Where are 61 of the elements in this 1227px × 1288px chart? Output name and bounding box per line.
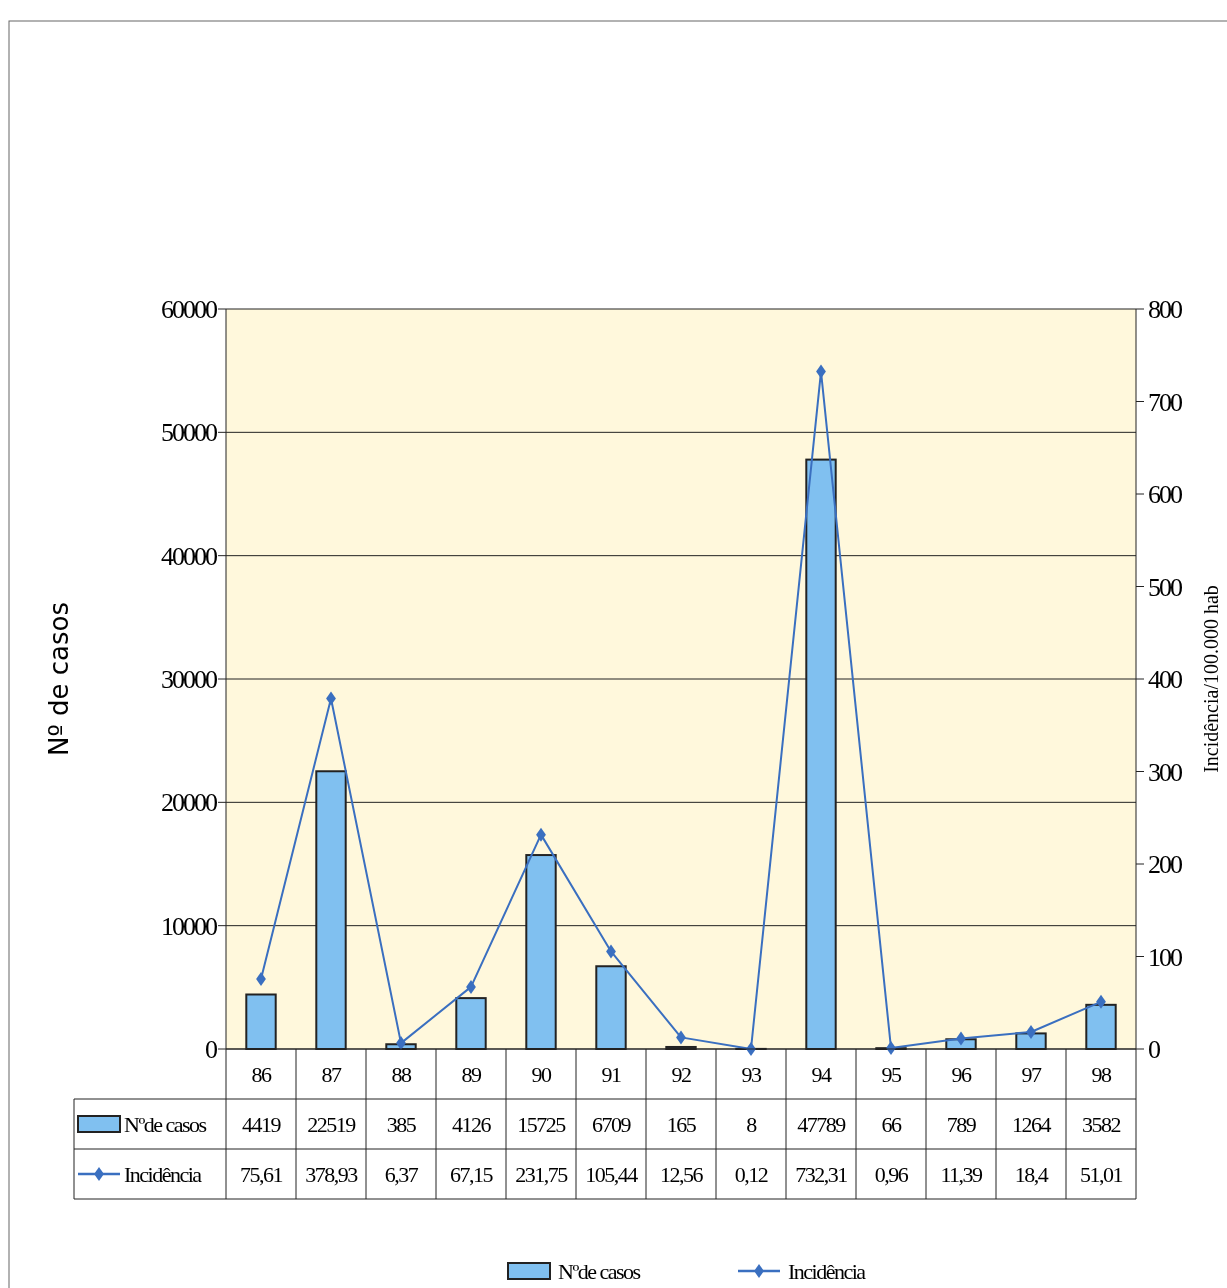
data-label: 3582	[1082, 1111, 1121, 1137]
data-label: 732,31	[795, 1161, 848, 1187]
y2-axis-title: Incidência/100.000 hab	[1200, 585, 1222, 773]
data-label: 378,93	[305, 1161, 359, 1187]
x-tick-label: 94	[811, 1061, 832, 1087]
data-label: 66	[881, 1111, 902, 1137]
x-tick-label: 95	[881, 1061, 902, 1087]
data-label: 15725	[517, 1111, 567, 1137]
y-tick-label: 60000	[161, 295, 218, 325]
y2-tick-label: 700	[1148, 387, 1183, 417]
data-label: 165	[666, 1111, 697, 1137]
data-label: 6,37	[384, 1161, 419, 1187]
x-tick-label: 96	[951, 1061, 972, 1087]
y-tick-label: 10000	[161, 911, 218, 941]
y-tick-label: 0	[205, 1035, 218, 1065]
y2-tick-label: 100	[1148, 942, 1183, 972]
x-tick-label: 86	[251, 1061, 272, 1087]
y2-tick-label: 300	[1148, 757, 1183, 787]
data-label: 11,39	[940, 1161, 984, 1187]
data-label: 6709	[592, 1111, 632, 1137]
data-label: 231,75	[515, 1161, 569, 1187]
data-label: 51,01	[1080, 1161, 1123, 1187]
x-tick-label: 91	[601, 1061, 621, 1087]
legend-label: Nºde casos	[124, 1111, 207, 1137]
x-tick-label: 89	[461, 1061, 482, 1087]
text: Nºde casos	[558, 1258, 640, 1284]
data-label: 47789	[797, 1111, 847, 1137]
x-tick-label: 93	[741, 1061, 762, 1087]
x-tick-label: 98	[1091, 1061, 1112, 1087]
data-label: 12,56	[660, 1161, 704, 1187]
y2-tick-label: 500	[1148, 572, 1183, 602]
data-label: 18,4	[1014, 1161, 1049, 1187]
data-label: 4419	[242, 1111, 282, 1137]
y-tick-label: 20000	[161, 788, 218, 818]
data-label: 67,15	[450, 1161, 494, 1187]
data-label: 22519	[307, 1111, 357, 1137]
y2-tick-label: 0	[1148, 1035, 1161, 1065]
data-label: 0,96	[874, 1161, 909, 1187]
data-label: 0,12	[734, 1161, 768, 1187]
x-tick-label: 87	[321, 1061, 342, 1087]
data-label: 1264	[1012, 1111, 1052, 1137]
data-label: 385	[386, 1111, 417, 1137]
y2-tick-label: 400	[1148, 665, 1183, 695]
y-tick-label: 30000	[161, 665, 218, 695]
x-tick-label: 88	[391, 1061, 412, 1087]
data-label: 105,44	[585, 1161, 639, 1187]
data-label: 8	[746, 1111, 758, 1137]
y-tick-label: 50000	[161, 418, 218, 448]
data-label: 75,61	[240, 1161, 283, 1187]
y-tick-label: 40000	[161, 541, 218, 571]
x-tick-label: 90	[531, 1061, 552, 1087]
y2-tick-label: 800	[1148, 295, 1183, 325]
data-label: 789	[946, 1111, 977, 1137]
x-tick-label: 92	[671, 1061, 691, 1087]
data-label: 4126	[452, 1111, 492, 1137]
y2-tick-label: 200	[1148, 850, 1183, 880]
text: Incidência	[788, 1258, 865, 1284]
x-tick-label: 97	[1021, 1061, 1042, 1087]
legend-label: Incidência	[124, 1161, 203, 1187]
y2-tick-label: 600	[1148, 480, 1183, 510]
y-axis-title: Nº de casos	[44, 602, 74, 756]
